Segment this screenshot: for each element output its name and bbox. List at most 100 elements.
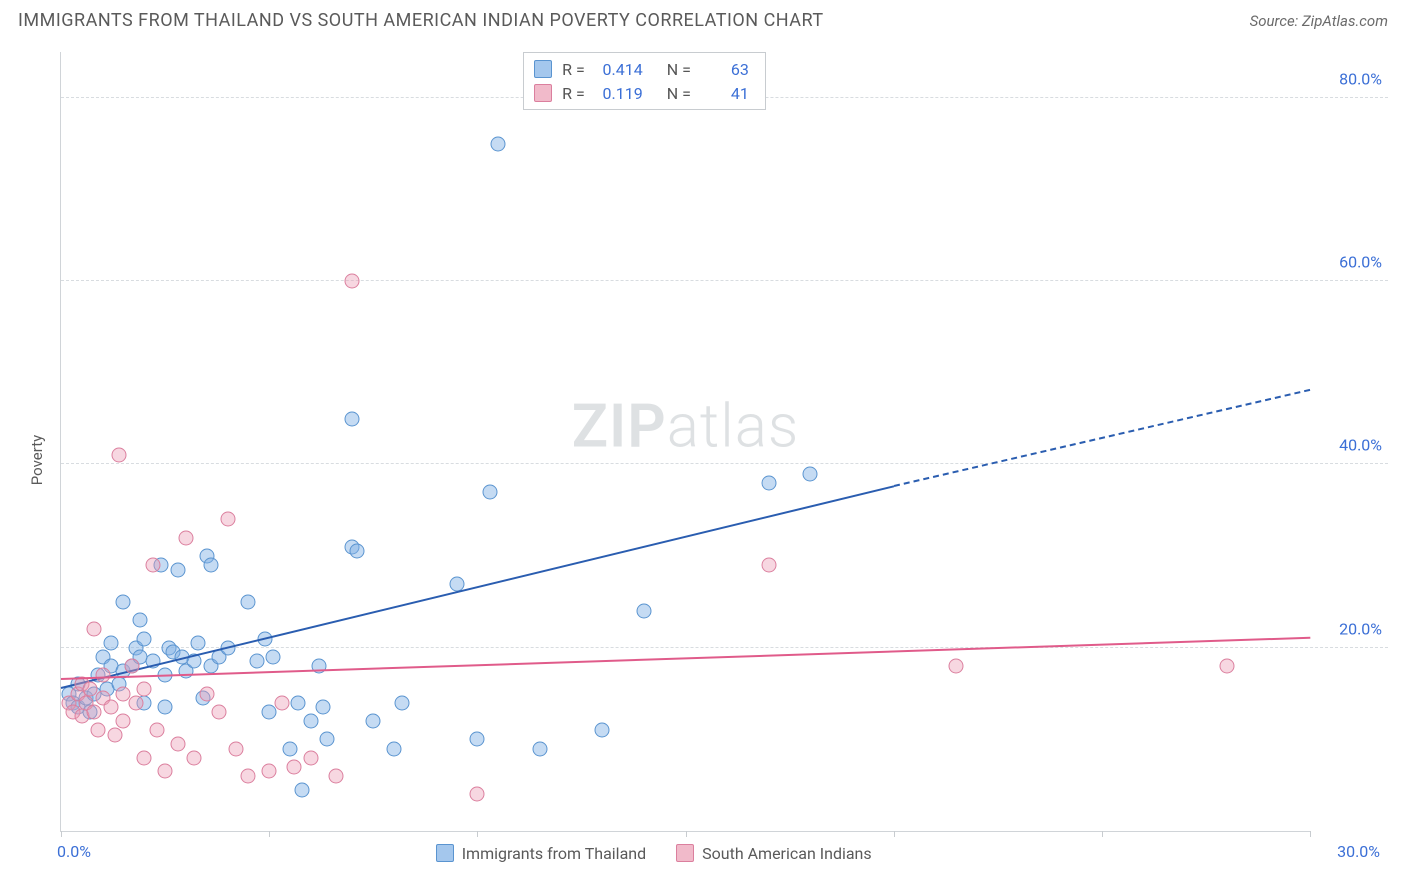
n-value: 63 xyxy=(701,60,749,79)
data-point xyxy=(1219,659,1234,674)
data-point xyxy=(187,750,202,765)
chart-title: IMMIGRANTS FROM THAILAND VS SOUTH AMERIC… xyxy=(18,10,824,31)
series-legend-item: Immigrants from Thailand xyxy=(436,844,646,863)
correlation-legend: R =0.414N =63R =0.119N =41 xyxy=(523,52,766,110)
data-point xyxy=(220,512,235,527)
data-point xyxy=(387,741,402,756)
x-tick-mark xyxy=(894,831,895,837)
plot-region: ZIPatlas 20.0%40.0%60.0%80.0%0.0%30.0%R … xyxy=(60,52,1310,832)
data-point xyxy=(149,723,164,738)
legend-swatch xyxy=(534,60,552,78)
data-point xyxy=(91,723,106,738)
data-point xyxy=(303,714,318,729)
legend-swatch xyxy=(534,84,552,102)
source-label: Source: ZipAtlas.com xyxy=(1250,12,1388,30)
data-point xyxy=(158,764,173,779)
gridline-h xyxy=(61,280,1388,281)
data-point xyxy=(178,530,193,545)
series-legend: Immigrants from Thailand South American I… xyxy=(436,844,872,863)
data-point xyxy=(532,741,547,756)
data-point xyxy=(482,484,497,499)
data-point xyxy=(320,732,335,747)
header: IMMIGRANTS FROM THAILAND VS SOUTH AMERIC… xyxy=(0,0,1406,39)
legend-swatch xyxy=(436,844,454,862)
watermark-right: atlas xyxy=(667,390,800,461)
x-max-label: 30.0% xyxy=(1337,842,1380,861)
data-point xyxy=(349,544,364,559)
y-axis-label: Poverty xyxy=(28,435,46,485)
data-point xyxy=(241,769,256,784)
data-point xyxy=(87,704,102,719)
data-point xyxy=(291,695,306,710)
y-tick-label: 60.0% xyxy=(1339,253,1382,272)
data-point xyxy=(191,636,206,651)
data-point xyxy=(108,727,123,742)
data-point xyxy=(287,759,302,774)
data-point xyxy=(366,714,381,729)
data-point xyxy=(282,741,297,756)
trend-line xyxy=(61,485,894,689)
data-point xyxy=(470,732,485,747)
data-point xyxy=(395,695,410,710)
watermark-left: ZIP xyxy=(572,390,667,461)
data-point xyxy=(95,668,110,683)
data-point xyxy=(103,636,118,651)
data-point xyxy=(158,700,173,715)
data-point xyxy=(112,448,127,463)
data-point xyxy=(266,649,281,664)
y-tick-label: 80.0% xyxy=(1339,69,1382,88)
series-legend-item: South American Indians xyxy=(676,844,872,863)
data-point xyxy=(137,681,152,696)
data-point xyxy=(345,411,360,426)
data-point xyxy=(124,659,139,674)
series-name: Immigrants from Thailand xyxy=(462,844,646,863)
x-tick-mark xyxy=(269,831,270,837)
chart-area: Poverty ZIPatlas 20.0%40.0%60.0%80.0%0.0… xyxy=(18,44,1388,876)
data-point xyxy=(87,622,102,637)
r-label: R = xyxy=(562,84,585,103)
x-min-label: 0.0% xyxy=(57,842,91,861)
x-tick-mark xyxy=(686,831,687,837)
data-point xyxy=(470,787,485,802)
data-point xyxy=(199,686,214,701)
data-point xyxy=(761,475,776,490)
x-tick-mark xyxy=(477,831,478,837)
legend-swatch xyxy=(676,844,694,862)
data-point xyxy=(137,631,152,646)
data-point xyxy=(212,704,227,719)
gridline-h xyxy=(61,463,1388,464)
watermark: ZIPatlas xyxy=(572,390,800,461)
data-point xyxy=(316,700,331,715)
data-point xyxy=(103,700,118,715)
data-point xyxy=(145,558,160,573)
data-point xyxy=(137,750,152,765)
data-point xyxy=(491,136,506,151)
data-point xyxy=(345,274,360,289)
data-point xyxy=(262,764,277,779)
data-point xyxy=(803,466,818,481)
y-tick-label: 20.0% xyxy=(1339,619,1382,638)
data-point xyxy=(761,558,776,573)
data-point xyxy=(303,750,318,765)
data-point xyxy=(170,562,185,577)
r-value: 0.414 xyxy=(595,60,643,79)
data-point xyxy=(328,769,343,784)
r-label: R = xyxy=(562,60,585,79)
data-point xyxy=(116,714,131,729)
data-point xyxy=(274,695,289,710)
y-tick-label: 40.0% xyxy=(1339,436,1382,455)
r-value: 0.119 xyxy=(595,84,643,103)
data-point xyxy=(249,654,264,669)
data-point xyxy=(295,782,310,797)
n-value: 41 xyxy=(701,84,749,103)
data-point xyxy=(128,695,143,710)
data-point xyxy=(636,604,651,619)
data-point xyxy=(949,659,964,674)
n-label: N = xyxy=(667,84,691,103)
series-name: South American Indians xyxy=(702,844,872,863)
data-point xyxy=(241,594,256,609)
gridline-h xyxy=(61,647,1388,648)
data-point xyxy=(116,594,131,609)
data-point xyxy=(133,613,148,628)
x-tick-mark xyxy=(61,831,62,837)
